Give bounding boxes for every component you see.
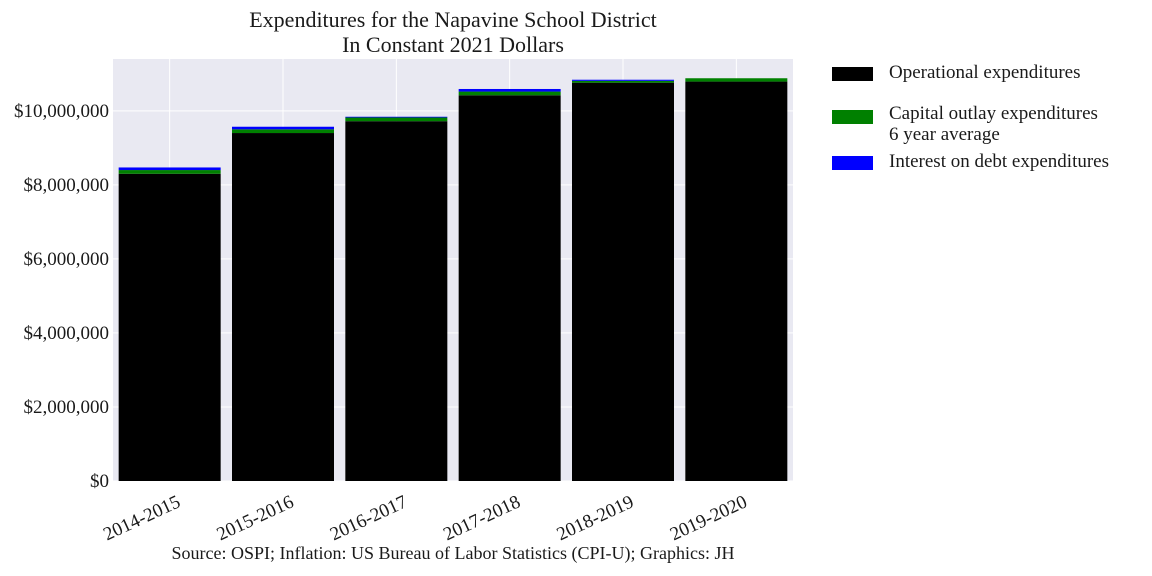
x-tick-label: 2015-2016 [214,491,297,545]
bar-segment-operational [458,95,561,481]
legend-label: Interest on debt expenditures [889,151,1110,172]
bar-segment-capital-outlay [118,170,221,174]
legend-label: Operational expenditures [889,62,1081,83]
y-tick-label: $0 [90,471,109,492]
bar-segment-capital-outlay [345,117,448,122]
bar-segment-interest [232,126,334,130]
bar-segment-operational [685,81,788,482]
x-tick-label: 2016-2017 [327,491,410,545]
bar-segment-capital-outlay [685,78,788,82]
bar-segment-capital-outlay [232,129,334,134]
legend-label: Capital outlay expenditures 6 year averag… [889,103,1098,145]
y-tick-label: $8,000,000 [24,175,110,196]
y-tick-label: $10,000,000 [14,101,109,122]
x-tick-label: 2017-2018 [440,491,523,545]
bar-segment-interest [572,79,674,81]
source-note: Source: OSPI; Inflation: US Bureau of La… [171,543,735,563]
y-tick-label: $4,000,000 [24,323,110,344]
bar-segment-interest [118,167,221,171]
x-tick-label: 2018-2019 [554,491,637,545]
bar-segment-operational [232,133,334,481]
bar-segment-operational [118,173,221,481]
x-tick-label: 2014-2015 [100,491,183,545]
bar-segment-interest [458,88,561,92]
chart-subtitle: In Constant 2021 Dollars [342,32,564,57]
y-tick-label: $2,000,000 [24,397,110,418]
bar-segment-interest [345,116,448,118]
legend-swatch [832,110,873,124]
chart-title: Expenditures for the Napavine School Dis… [249,7,657,32]
bar-segment-operational [345,121,448,481]
legend-swatch [832,67,873,81]
legend-swatch [832,156,873,170]
x-tick-label: 2019-2020 [667,491,750,545]
bar-segment-capital-outlay [572,80,674,83]
y-tick-label: $6,000,000 [24,249,110,270]
bar-segment-operational [572,82,674,482]
bar-segment-capital-outlay [458,91,561,96]
plot-area [113,59,793,481]
